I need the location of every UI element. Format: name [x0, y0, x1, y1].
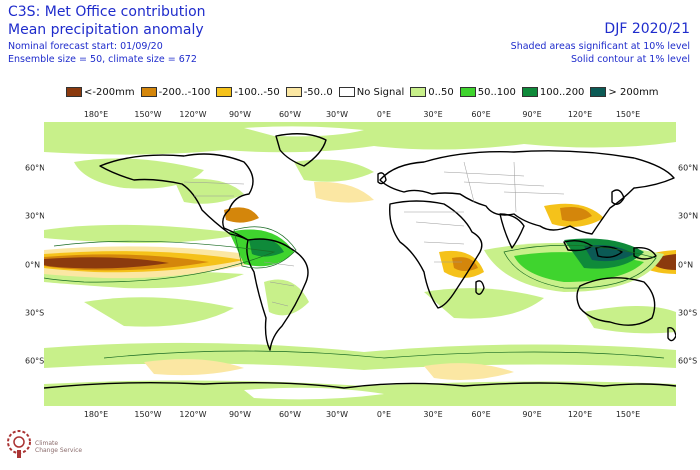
lat-tick-label: 60°N: [25, 163, 46, 173]
lat-tick-label: 30°N: [25, 211, 46, 221]
legend-label: > 200mm: [608, 86, 659, 98]
color-legend: <-200mm -200..-100 -100..-50 -50..0 No S…: [66, 85, 665, 99]
lon-tick-label: 180°E: [83, 410, 109, 419]
lon-tick-label: 0°E: [376, 110, 392, 119]
legend-label: -100..-50: [234, 86, 280, 98]
legend-swatch: [338, 87, 355, 97]
lon-tick-label: 120°W: [179, 410, 207, 419]
lon-tick-label: 60°W: [278, 110, 302, 119]
legend-swatch: [66, 87, 82, 97]
precipitation-anomaly-map: [44, 122, 676, 406]
lon-tick-label: 30°W: [325, 410, 349, 419]
contour-note: Solid contour at 1% level: [571, 54, 690, 65]
country-borders: [183, 161, 565, 307]
lon-tick-label: 120°E: [567, 410, 593, 419]
lon-tick-label: 90°W: [228, 110, 252, 119]
forecast-start-text: Nominal forecast start: 01/09/20: [8, 41, 163, 52]
lon-tick-label: 150°E: [615, 410, 641, 419]
lat-tick-label: 30°S: [678, 308, 698, 318]
legend-label: No Signal: [356, 86, 405, 98]
lon-tick-label: 150°W: [134, 110, 162, 119]
lat-tick-label: 60°S: [678, 356, 698, 366]
legend-item: <-200mm: [66, 87, 135, 98]
legend-item: -200..-100: [140, 86, 211, 98]
lon-tick-label: 60°E: [471, 110, 491, 119]
lon-tick-label: 60°E: [471, 410, 491, 419]
significance-contours: [44, 226, 665, 359]
legend-swatch: [459, 87, 476, 97]
legend-item: -50..0: [285, 86, 333, 98]
legend-label: 50..100: [477, 86, 516, 98]
lon-tick-label: 150°E: [615, 110, 641, 119]
significance-note: Shaded areas significant at 10% level: [510, 41, 690, 52]
lon-tick-label: 90°E: [522, 110, 542, 119]
legend-item: 50..100: [459, 86, 516, 98]
lon-tick-label: 120°E: [567, 110, 593, 119]
lat-tick-label: 30°S: [25, 308, 45, 318]
legend-swatch: [521, 87, 538, 97]
lon-tick-label: 30°E: [423, 410, 443, 419]
legend-swatch: [140, 87, 157, 97]
legend-swatch: [285, 87, 302, 97]
legend-swatch: [410, 87, 427, 97]
anomaly-shading: [44, 122, 676, 406]
legend-label: -200..-100: [158, 86, 211, 98]
ensemble-size-text: Ensemble size = 50, climate size = 672: [8, 54, 197, 65]
legend-swatch: [216, 87, 233, 97]
legend-label: -50..0: [303, 86, 333, 98]
copernicus-logo-icon: [7, 430, 31, 458]
lon-tick-label: 150°W: [134, 410, 162, 419]
lat-tick-label: 30°N: [678, 211, 699, 221]
lon-tick-label: 90°W: [228, 410, 252, 419]
lon-tick-label: 120°W: [179, 110, 207, 119]
legend-label: 0..50: [428, 86, 454, 98]
figure-subtitle: Mean precipitation anomaly: [8, 22, 204, 38]
lon-tick-label: 0°E: [376, 410, 392, 419]
logo-caption-line: Climate: [35, 440, 59, 447]
legend-label: 100..200: [539, 86, 585, 98]
lat-tick-label: 0°N: [25, 260, 41, 270]
logo-caption-line: Change Service: [35, 447, 83, 454]
legend-label: <-200mm: [84, 86, 135, 98]
lon-tick-label: 180°E: [83, 110, 109, 119]
legend-item: > 200mm: [590, 86, 659, 98]
lon-tick-label: 60°W: [278, 410, 302, 419]
lon-tick-label: 30°E: [423, 110, 443, 119]
lat-tick-label: 60°S: [25, 356, 45, 366]
legend-item: No Signal: [338, 86, 405, 98]
lat-tick-label: 60°N: [678, 163, 699, 173]
lon-tick-label: 30°W: [325, 110, 349, 119]
lat-tick-label: 0°N: [678, 260, 694, 270]
figure-title: C3S: Met Office contribution: [8, 4, 206, 20]
logo-caption: Climate Change Service: [35, 440, 82, 454]
legend-item: -100..-50: [216, 86, 280, 98]
season-label: DJF 2020/21: [604, 21, 690, 37]
legend-swatch: [590, 87, 607, 97]
land-outlines: [44, 133, 676, 389]
lon-tick-label: 90°E: [522, 410, 542, 419]
legend-item: 0..50: [410, 86, 454, 98]
legend-item: 100..200: [521, 86, 585, 98]
